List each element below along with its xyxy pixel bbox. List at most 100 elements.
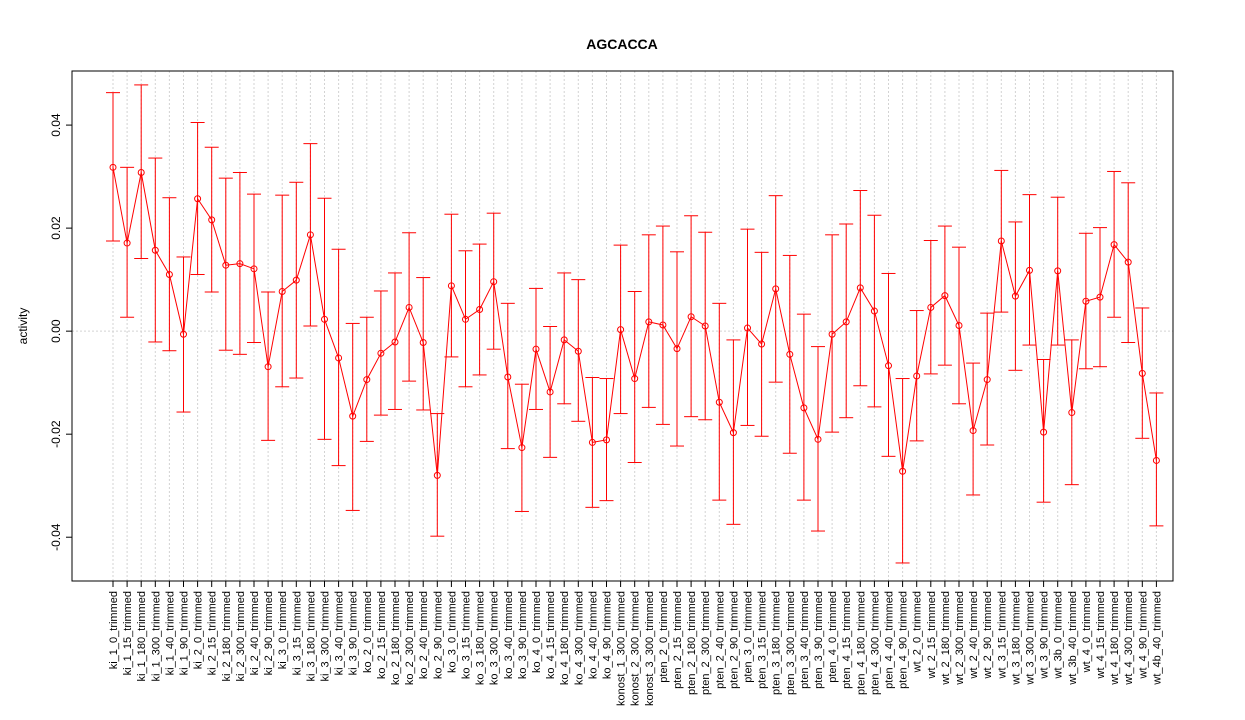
x-tick-label: ko_4_40_trimmed	[587, 591, 599, 679]
x-tick-label: konost_1_300_trimmed	[616, 591, 628, 706]
x-tick-label: wt_4_15_trimmed	[1095, 591, 1107, 679]
x-tick-label: ki_1_90_trimmed	[179, 591, 191, 675]
x-tick-label: ki_2_90_trimmed	[263, 591, 275, 675]
series-path	[112, 167, 1157, 476]
x-tick-label: pten_3_180_trimmed	[771, 591, 783, 695]
x-tick-label: ki_3_300_trimmed	[320, 591, 332, 682]
data-point	[969, 427, 977, 435]
x-tick-label: ki_3_0_trimmed	[277, 591, 289, 669]
x-tick-label: ko_4_15_trimmed	[545, 591, 557, 679]
data-point	[278, 287, 286, 295]
data-point	[927, 303, 935, 311]
data-point	[885, 362, 892, 370]
data-point	[419, 338, 427, 346]
x-tick-label: ki_3_180_trimmed	[305, 591, 317, 682]
x-tick-label: ki_3_40_trimmed	[334, 591, 346, 675]
x-tick-label: wt_4_180_trimmed	[1109, 591, 1121, 686]
data-point	[856, 284, 864, 292]
data-point	[363, 376, 371, 384]
x-tick-label: ko_2_180_trimmed	[390, 591, 402, 685]
data-point	[1096, 293, 1104, 301]
data-point	[955, 321, 963, 329]
x-tick-label: pten_3_15_trimmed	[757, 591, 769, 689]
data-point	[109, 163, 117, 171]
x-tick-label: wt_2_300_trimmed	[954, 591, 966, 686]
data-point	[772, 285, 780, 293]
x-tick-label: wt_2_0_trimmed	[912, 591, 924, 673]
data-point	[250, 265, 258, 273]
x-tick-label: ko_4_90_trimmed	[602, 591, 614, 679]
data-point	[1138, 369, 1146, 377]
x-tick-label: ko_3_15_trimmed	[461, 591, 473, 679]
data-point	[292, 276, 300, 284]
y-tick-label: -0.04	[49, 523, 63, 551]
data-point	[645, 318, 653, 326]
x-tick-label: wt_2_40_trimmed	[968, 591, 980, 679]
x-tick-label: wt_3_15_trimmed	[996, 591, 1008, 679]
x-tick-label: ki_2_40_trimmed	[249, 591, 261, 675]
data-point	[433, 471, 441, 479]
x-tick-label: ki_3_15_trimmed	[291, 591, 303, 675]
x-tick-label: ko_3_0_trimmed	[446, 591, 458, 673]
x-tick-label: pten_4_90_trimmed	[898, 591, 910, 689]
data-point	[476, 306, 484, 314]
data-point	[842, 318, 850, 326]
data-point	[194, 195, 202, 203]
data-point	[306, 231, 314, 239]
data-point	[222, 261, 230, 269]
series-line	[112, 167, 1157, 476]
data-point	[1152, 456, 1160, 464]
x-axis: ki_1_0_trimmed ki_1_15_trimmed ki_1_180_tr…	[108, 581, 1163, 706]
x-tick-label: ko_2_300_trimmed	[404, 591, 416, 685]
data-point	[1040, 428, 1048, 436]
x-tick-label: wt_3_90_trimmed	[1039, 591, 1051, 679]
data-point	[462, 315, 469, 323]
x-tick-label: wt_2_90_trimmed	[982, 591, 994, 679]
data-point	[208, 216, 216, 224]
plot-frame	[71, 70, 1174, 582]
data-point	[941, 292, 949, 300]
x-tick-label: pten_2_15_trimmed	[672, 591, 684, 689]
data-point	[264, 363, 272, 371]
data-point	[1124, 258, 1132, 266]
data-point	[828, 330, 836, 338]
data-point	[504, 373, 512, 381]
x-tick-label: ki_3_90_trimmed	[348, 591, 360, 675]
data-points	[109, 163, 1160, 479]
data-point	[391, 338, 399, 346]
y-axis: -0.04 -0.02 0.00 0.02 0.04	[49, 113, 72, 551]
data-point	[983, 376, 991, 384]
data-point	[137, 168, 145, 176]
x-tick-label: pten_3_0_trimmed	[743, 591, 755, 683]
data-point	[151, 246, 159, 254]
x-tick-label: wt_2_180_trimmed	[940, 591, 952, 686]
x-tick-label: ko_3_180_trimmed	[475, 591, 487, 685]
x-tick-label: ki_2_180_trimmed	[221, 591, 233, 682]
x-tick-label: ki_1_180_trimmed	[136, 591, 148, 682]
data-point	[800, 404, 808, 412]
data-point	[1054, 267, 1062, 275]
data-point	[123, 239, 131, 247]
chart-title: AGCACCA	[586, 36, 658, 52]
data-point	[786, 350, 794, 358]
x-tick-label: wt_4b_40_trimmed	[1151, 591, 1163, 686]
x-tick-label: ki_2_300_trimmed	[235, 591, 247, 682]
x-tick-label: ko_4_180_trimmed	[559, 591, 571, 685]
x-tick-label: wt_3_180_trimmed	[1010, 591, 1022, 686]
data-point	[913, 372, 921, 380]
data-point	[1082, 297, 1090, 305]
y-tick-label: 0.02	[49, 216, 63, 240]
data-point	[560, 336, 568, 344]
data-point	[870, 307, 878, 315]
data-point	[899, 467, 907, 475]
x-tick-label: ko_3_90_trimmed	[517, 591, 529, 679]
x-tick-label: pten_4_300_trimmed	[869, 591, 881, 695]
x-tick-label: pten_2_90_trimmed	[728, 591, 740, 689]
x-tick-label: ko_4_300_trimmed	[573, 591, 585, 685]
data-point	[1110, 241, 1118, 249]
x-tick-label: pten_2_0_trimmed	[658, 591, 670, 683]
x-tick-label: pten_3_90_trimmed	[813, 591, 825, 689]
x-tick-label: wt_4_0_trimmed	[1081, 591, 1093, 673]
y-tick-label: -0.02	[49, 420, 63, 448]
